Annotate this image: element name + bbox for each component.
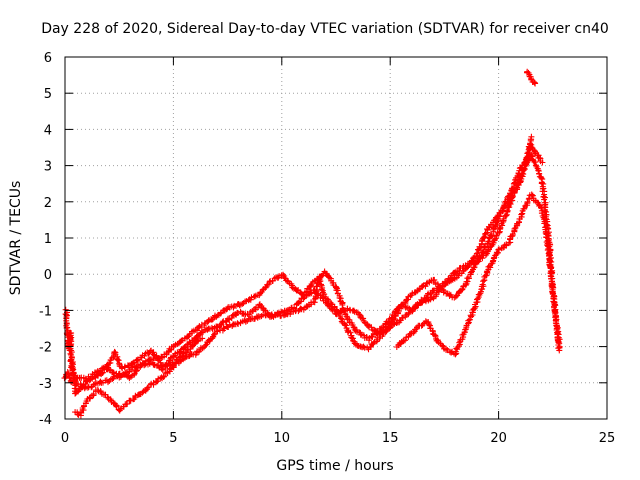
x-tick-label: 15 <box>382 431 399 446</box>
y-tick-label: 0 <box>44 268 52 283</box>
series-track-3 <box>72 151 563 419</box>
x-tick-label: 20 <box>490 431 507 446</box>
series-track-2 <box>62 133 535 392</box>
x-tick-label: 5 <box>169 431 177 446</box>
x-tick-label: 0 <box>61 431 69 446</box>
series-track-6 <box>524 68 539 87</box>
x-tick-label: 10 <box>274 431 291 446</box>
y-axis-title: SDTVAR / TECUs <box>8 181 24 296</box>
y-tick-label: -3 <box>39 377 52 392</box>
data-points <box>61 68 563 419</box>
point-markers <box>72 151 563 419</box>
axis-ticks: 0 5 10 15 20 25 -4 -3 -2 -1 0 1 2 3 4 5 6 <box>39 51 615 446</box>
y-tick-label: 4 <box>44 123 52 138</box>
y-tick-label: 1 <box>44 232 52 247</box>
y-tick-label: 2 <box>44 196 52 211</box>
series-track-5 <box>393 191 563 358</box>
y-tick-label: 6 <box>44 51 52 66</box>
point-markers <box>524 68 539 87</box>
y-tick-label: -4 <box>39 413 52 428</box>
point-markers <box>393 191 563 358</box>
y-tick-label: 5 <box>44 87 52 102</box>
point-markers <box>68 141 546 397</box>
chart-title: Day 228 of 2020, Sidereal Day-to-day VTE… <box>41 21 609 37</box>
point-markers <box>62 133 535 392</box>
x-tick-label: 25 <box>599 431 616 446</box>
y-tick-label: 3 <box>44 160 52 175</box>
y-tick-label: -2 <box>39 341 52 356</box>
x-axis-title: GPS time / hours <box>276 458 393 474</box>
series-track-4 <box>68 141 546 397</box>
y-tick-label: -1 <box>39 304 52 319</box>
